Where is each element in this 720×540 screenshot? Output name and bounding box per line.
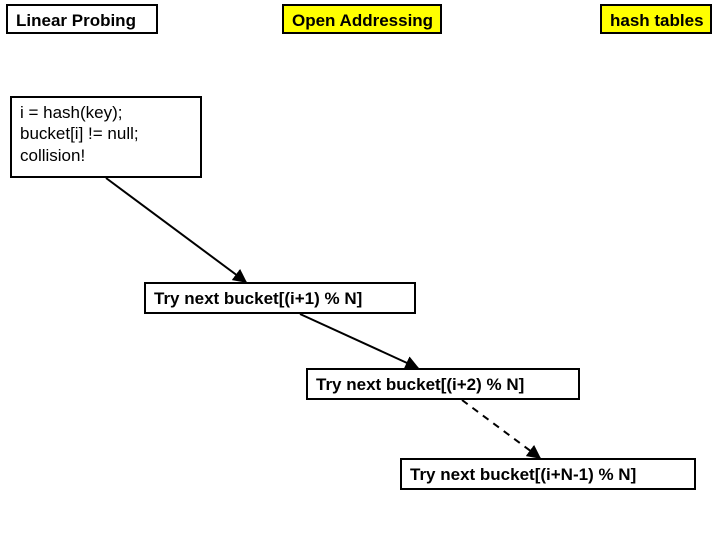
label: Try next bucket[(i+1) % N] [154,289,362,308]
diagram-stage: Linear Probing Open Addressing hash tabl… [0,0,720,540]
arrow-s1-to-s2 [300,314,418,368]
label: hash tables [610,11,704,30]
step-try-next-2: Try next bucket[(i+2) % N] [306,368,580,400]
title-linear-probing: Linear Probing [6,4,158,34]
label: Try next bucket[(i+2) % N] [316,375,524,394]
title-open-addressing: Open Addressing [282,4,442,34]
arrow-code-to-s1 [106,178,246,282]
step-try-next-n-1: Try next bucket[(i+N-1) % N] [400,458,696,490]
step-try-next-1: Try next bucket[(i+1) % N] [144,282,416,314]
code-collision-box: i = hash(key); bucket[i] != null; collis… [10,96,202,178]
title-hash-tables: hash tables [600,4,712,34]
arrow-s2-to-s3 [462,400,540,458]
label: Open Addressing [292,11,433,30]
label: i = hash(key); bucket[i] != null; collis… [20,103,139,165]
label: Linear Probing [16,11,136,30]
label: Try next bucket[(i+N-1) % N] [410,465,636,484]
